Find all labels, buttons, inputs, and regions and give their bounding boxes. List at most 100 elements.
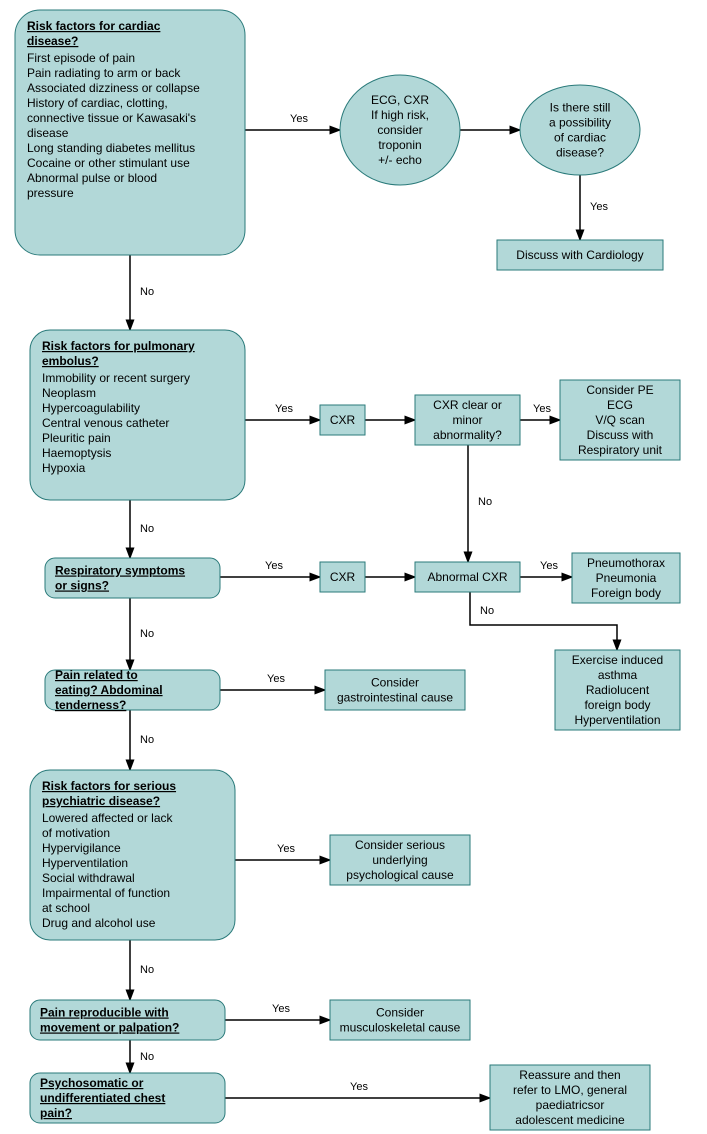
node-text: at school [42, 901, 90, 915]
node-heading: pain? [40, 1106, 72, 1120]
node-heading: movement or palpation? [40, 1021, 179, 1035]
node-heading: disease? [27, 34, 78, 48]
node-heading: Pain related to [55, 668, 138, 682]
node-text: gastrointestinal cause [337, 691, 453, 705]
edge-label: Yes [277, 843, 295, 855]
node-heading: Risk factors for serious [42, 779, 176, 793]
node-text: History of cardiac, clotting, [27, 96, 168, 110]
node-text: Consider [376, 1006, 424, 1020]
node-text: If high risk, [371, 108, 429, 122]
node-heading: Risk factors for cardiac [27, 19, 161, 33]
node-text: pressure [27, 186, 74, 200]
edge-label: Yes [540, 560, 558, 572]
node-text: Hyperventilation [574, 713, 660, 727]
edge-label: Yes [267, 673, 285, 685]
node-text: Exercise induced [572, 653, 663, 667]
node-text: Abnormal CXR [427, 570, 507, 584]
node-text: consider [377, 123, 422, 137]
node-text: Impairmental of function [42, 886, 170, 900]
node-text: +/- echo [378, 153, 422, 167]
edge-label: Yes [290, 113, 308, 125]
node-text: Associated dizziness or collapse [27, 81, 200, 95]
node-text: Reassure and then [519, 1068, 620, 1082]
node-text: foreign body [584, 698, 650, 712]
node-text: a possibility [549, 116, 611, 130]
node-heading: Risk factors for pulmonary [42, 339, 195, 353]
node-heading: Psychosomatic or [40, 1076, 144, 1090]
node-text: Pneumothorax [587, 556, 665, 570]
node-text: Hypercoagulability [42, 401, 140, 415]
node-text: CXR clear or [433, 398, 502, 412]
node-text: disease? [556, 146, 604, 160]
node-text: connective tissue or Kawasaki's [27, 111, 196, 125]
node-text: Is there still [550, 101, 611, 115]
node-text: disease [27, 126, 69, 140]
node-text: Consider serious [355, 838, 445, 852]
node-text: ECG, CXR [371, 93, 429, 107]
node-text: Drug and alcohol use [42, 916, 156, 930]
node-text: troponin [378, 138, 421, 152]
node-text: Abnormal pulse or blood [27, 171, 157, 185]
node-heading: or signs? [55, 579, 109, 593]
flowchart-canvas: Yes Yes No Yes Yes No No Yes Yes No No Yes No Yes No Ye… [0, 0, 707, 1134]
node-text: abnormality? [433, 428, 502, 442]
edge-label: No [480, 605, 494, 617]
node-text: underlying [372, 853, 427, 867]
node-text: Hypoxia [42, 461, 86, 475]
edge-label: No [478, 496, 492, 508]
node-text: Foreign body [591, 586, 661, 600]
edge-label: No [140, 286, 154, 298]
node-text: of cardiac [554, 131, 606, 145]
node-text: adolescent medicine [515, 1113, 625, 1127]
node-text: Central venous catheter [42, 416, 169, 430]
node-text: refer to LMO, general [513, 1083, 627, 1097]
node-text: Immobility or recent surgery [42, 371, 190, 385]
node-text: Discuss with Cardiology [516, 248, 643, 262]
edge-label: Yes [350, 1081, 368, 1093]
edge-label: Yes [533, 403, 551, 415]
node-heading: Pain reproducible with [40, 1006, 169, 1020]
node-text: Pneumonia [596, 571, 657, 585]
node-text: Pleuritic pain [42, 431, 111, 445]
node-text: psychological cause [346, 868, 454, 882]
node-text: Haemoptysis [42, 446, 111, 460]
edge-label: No [140, 1051, 154, 1063]
node-text: Discuss with [587, 428, 654, 442]
node-text: CXR [330, 570, 356, 584]
edge-label: Yes [265, 560, 283, 572]
node-text: Hyperventilation [42, 856, 128, 870]
node-text: Long standing diabetes mellitus [27, 141, 195, 155]
node-heading: psychiatric disease? [42, 794, 160, 808]
edge-label: Yes [590, 201, 608, 213]
node-heading: Respiratory symptoms [55, 564, 185, 578]
node-text: Pain radiating to arm or back [27, 66, 181, 80]
node-heading: eating? Abdominal [55, 683, 163, 697]
node-text: Respiratory unit [578, 443, 663, 457]
node-text: V/Q scan [595, 413, 644, 427]
edge-label: No [140, 628, 154, 640]
edge-label: No [140, 964, 154, 976]
node-text: Social withdrawal [42, 871, 135, 885]
node-text: ECG [607, 398, 633, 412]
node-text: paediatricsor [536, 1098, 605, 1112]
edge-label: Yes [272, 1003, 290, 1015]
node-heading: undifferentiated chest [40, 1091, 165, 1105]
node-text: Hypervigilance [42, 841, 121, 855]
node-text: CXR [330, 413, 356, 427]
node-text: First episode of pain [27, 51, 135, 65]
node-text: musculoskeletal cause [340, 1021, 461, 1035]
node-text: Neoplasm [42, 386, 96, 400]
node-heading: embolus? [42, 354, 99, 368]
node-text: minor [452, 413, 482, 427]
node-text: asthma [598, 668, 638, 682]
edge-label: No [140, 523, 154, 535]
node-heading: tenderness? [55, 698, 126, 712]
edge-label: No [140, 734, 154, 746]
edge-label: Yes [275, 403, 293, 415]
node-text: Lowered affected or lack [42, 811, 174, 825]
node-text: Cocaine or other stimulant use [27, 156, 190, 170]
node-text: Consider [371, 676, 419, 690]
node-text: of motivation [42, 826, 110, 840]
node-text: Radiolucent [586, 683, 650, 697]
node-text: Consider PE [586, 383, 653, 397]
